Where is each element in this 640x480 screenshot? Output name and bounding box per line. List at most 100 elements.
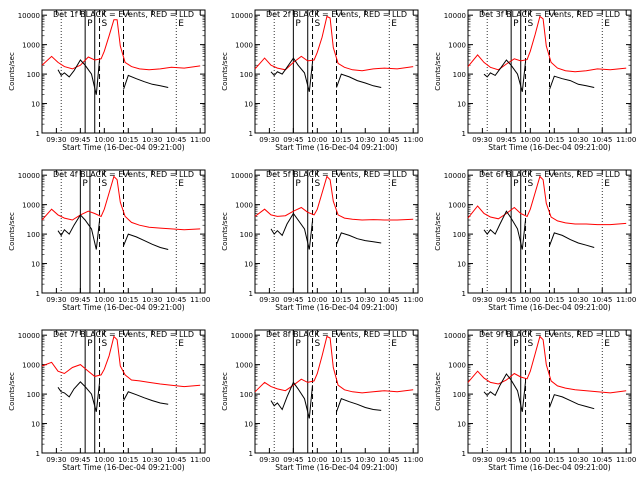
events-series-line-segment <box>336 73 382 88</box>
x-tick-label: 10:15 <box>544 296 564 304</box>
events-series-line-segment <box>549 394 595 410</box>
y-tick-label: 10 <box>31 101 40 109</box>
x-tick-label: 09:30 <box>46 296 66 304</box>
detector-panel: Det 6f BLACK = Events, RED = LLD11010010… <box>434 169 636 312</box>
x-tick-label: 10:30 <box>568 456 588 464</box>
region-label: S <box>315 339 321 349</box>
y-tick-label: 1000 <box>235 362 253 370</box>
x-tick-label: 09:45 <box>496 296 516 304</box>
x-tick-label: 09:30 <box>259 136 279 144</box>
region-label: P <box>513 19 519 29</box>
y-tick-label: 100 <box>453 391 466 399</box>
lld-series-line <box>467 335 627 394</box>
x-tick-label: 10:45 <box>379 136 399 144</box>
events-series-line-segment <box>336 232 382 245</box>
y-tick-label: 1000 <box>22 42 40 50</box>
x-tick-label: 10:30 <box>568 296 588 304</box>
x-tick-label: 11:00 <box>403 296 423 304</box>
x-axis-label: Start Time (16-Dec-04 09:21:00) <box>275 303 397 312</box>
x-tick-label: 10:15 <box>118 456 138 464</box>
y-tick-label: 10000 <box>231 12 253 20</box>
lld-series-line <box>467 15 627 73</box>
events-series-line <box>483 59 526 92</box>
y-tick-label: 10000 <box>444 12 466 20</box>
x-tick-label: 10:00 <box>307 136 327 144</box>
y-tick-label: 10000 <box>231 332 253 340</box>
x-tick-label: 10:00 <box>307 296 327 304</box>
events-series-line-segment <box>123 391 169 405</box>
y-tick-label: 1000 <box>448 362 466 370</box>
x-tick-label: 10:30 <box>355 456 375 464</box>
y-tick-label: 10 <box>31 421 40 429</box>
x-tick-label: 09:45 <box>496 456 516 464</box>
region-label: S <box>102 19 108 29</box>
x-tick-label: 11:00 <box>190 296 210 304</box>
x-tick-label: 10:30 <box>142 136 162 144</box>
y-axis-label: Counts/sec <box>434 372 442 411</box>
region-label: S <box>315 179 321 189</box>
x-tick-label: 10:15 <box>118 296 138 304</box>
region-label: P <box>87 339 93 349</box>
y-tick-label: 10 <box>31 261 40 269</box>
x-tick-label: 10:15 <box>118 136 138 144</box>
y-axis-label: Counts/sec <box>434 212 442 251</box>
detector-panel: Det 1f BLACK = Events, RED = LLD11010010… <box>8 9 210 152</box>
x-tick-label: 10:15 <box>331 136 351 144</box>
events-series-line-segment <box>336 398 382 412</box>
detector-panel: Det 2f BLACK = Events, RED = LLD11010010… <box>221 9 423 152</box>
detector-panel: Det 9f BLACK = Events, RED = LLD11010010… <box>434 329 636 472</box>
detector-panel: Det 4f BLACK = Events, RED = LLD11010010… <box>8 169 210 312</box>
x-tick-label: 09:30 <box>472 296 492 304</box>
region-label: E <box>178 179 184 189</box>
y-axis-label: Counts/sec <box>8 372 16 411</box>
region-label: E <box>178 19 184 29</box>
x-tick-label: 10:45 <box>592 456 612 464</box>
x-tick-label: 11:00 <box>616 296 636 304</box>
x-tick-label: 10:45 <box>379 456 399 464</box>
lld-series-line <box>254 335 414 394</box>
x-tick-label: 09:30 <box>472 456 492 464</box>
y-tick-label: 1 <box>462 130 466 138</box>
x-tick-label: 09:45 <box>70 136 90 144</box>
y-tick-label: 100 <box>240 391 253 399</box>
region-label: E <box>391 179 397 189</box>
y-tick-label: 100 <box>27 231 40 239</box>
y-axis-label: Counts/sec <box>8 212 16 251</box>
x-axis-label: Start Time (16-Dec-04 09:21:00) <box>62 143 184 152</box>
x-axis-label: Start Time (16-Dec-04 09:21:00) <box>488 143 610 152</box>
events-series-line-segment <box>549 232 595 248</box>
detector-panel: Det 7f BLACK = Events, RED = LLD11010010… <box>8 329 210 472</box>
x-tick-label: 10:30 <box>355 296 375 304</box>
x-tick-label: 09:45 <box>70 456 90 464</box>
x-tick-label: 10:00 <box>520 136 540 144</box>
y-tick-label: 100 <box>27 391 40 399</box>
x-axis-label: Start Time (16-Dec-04 09:21:00) <box>62 463 184 472</box>
lld-series-line <box>41 335 201 388</box>
lld-series-line <box>467 175 627 226</box>
region-label: E <box>604 339 610 349</box>
y-tick-label: 1000 <box>448 202 466 210</box>
region-label: E <box>604 19 610 29</box>
y-axis-label: Counts/sec <box>8 52 16 91</box>
y-tick-label: 10000 <box>444 172 466 180</box>
x-axis-label: Start Time (16-Dec-04 09:21:00) <box>488 303 610 312</box>
x-axis-label: Start Time (16-Dec-04 09:21:00) <box>62 303 184 312</box>
x-tick-label: 10:15 <box>331 456 351 464</box>
y-tick-label: 10000 <box>18 12 40 20</box>
lld-series-line <box>41 19 201 71</box>
x-axis-label: Start Time (16-Dec-04 09:21:00) <box>275 143 397 152</box>
detector-panel: Det 3f BLACK = Events, RED = LLD11010010… <box>434 9 636 152</box>
events-series-line <box>483 210 526 250</box>
x-tick-label: 09:45 <box>283 456 303 464</box>
y-axis-label: Counts/sec <box>434 52 442 91</box>
y-tick-label: 1000 <box>235 42 253 50</box>
region-label: E <box>391 339 397 349</box>
y-tick-label: 100 <box>240 231 253 239</box>
x-tick-label: 10:00 <box>307 456 327 464</box>
events-series-line <box>270 381 313 419</box>
region-label: S <box>102 339 108 349</box>
y-tick-label: 10000 <box>444 332 466 340</box>
y-tick-label: 10 <box>244 421 253 429</box>
x-tick-label: 09:45 <box>283 136 303 144</box>
